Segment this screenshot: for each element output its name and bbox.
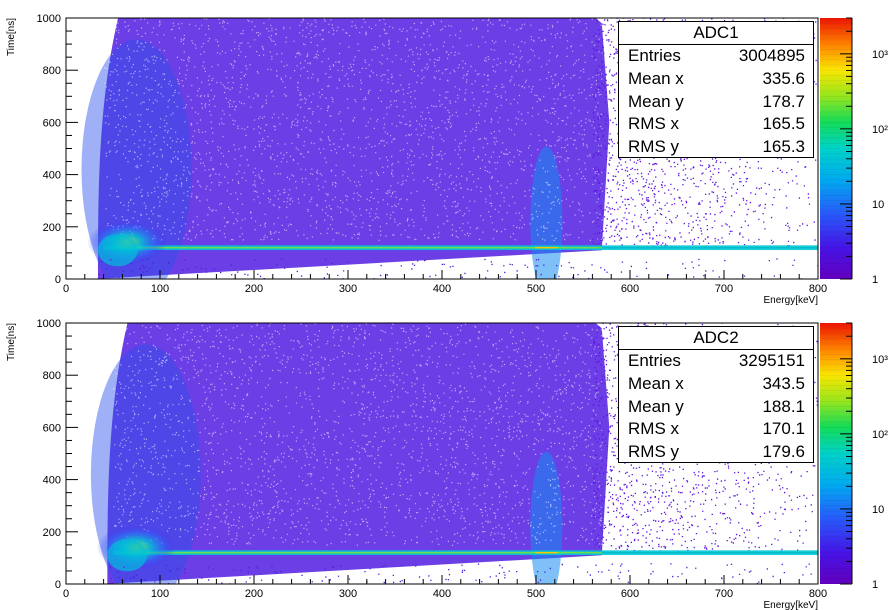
- colorbar-tick-label: 1: [872, 579, 878, 591]
- stats-box: ADC1 Entries 3004895 Mean x 335.6 Mean y 17…: [618, 21, 814, 158]
- stats-value: 188.1: [762, 396, 805, 416]
- x-tick-label: 200: [245, 283, 263, 295]
- stats-row-mean-x: Mean x 343.5: [619, 373, 813, 396]
- chart-svg-adc2: 0 100 200 300 400 500 600 700 800Energy[keV]0200…: [6, 318, 888, 610]
- y-axis: 0 200 400 600 800 1000: [37, 318, 78, 591]
- annihilation-peak: [535, 551, 558, 554]
- annihilation-peak: [535, 246, 558, 249]
- stats-value: 165.3: [762, 137, 805, 157]
- stats-value: 178.7: [762, 91, 805, 111]
- colorbar-tick-label: 10: [872, 199, 884, 211]
- heatmap-body: [90, 323, 818, 584]
- colorbar-tick-label: 1: [872, 274, 878, 286]
- colorbar-tick-label: 10²: [872, 124, 888, 136]
- stats-value: 335.6: [762, 68, 805, 88]
- y-tick-label: 600: [43, 422, 61, 434]
- stats-row-mean-x: Mean x 335.6: [619, 68, 813, 91]
- stats-label: RMS x: [628, 419, 679, 439]
- stats-box: ADC2 Entries 3295151 Mean x 343.5 Mean y 18…: [618, 326, 814, 463]
- x-tick-label: 300: [339, 283, 357, 295]
- prompt-band-core: [122, 551, 602, 554]
- colorbar-tick-label: 10: [872, 504, 884, 516]
- y-axis-title: Time[ns]: [6, 323, 17, 361]
- y-tick-label: 200: [43, 527, 61, 539]
- colorbar-tick-label: 10²: [872, 429, 888, 441]
- histogram-panel-adc2: 0 100 200 300 400 500 600 700 800 Energy[keV] 0 200…: [0, 305, 893, 610]
- y-tick-label: 200: [43, 222, 61, 234]
- heatmap-body: [81, 18, 818, 279]
- stats-label: RMS y: [628, 137, 679, 157]
- x-tick-label: 400: [433, 283, 451, 295]
- y-tick-label: 400: [43, 170, 61, 182]
- stats-label: Entries: [628, 351, 681, 370]
- peak-halo: [530, 451, 563, 584]
- x-tick-label: 100: [151, 588, 169, 600]
- x-axis-title: Energy[keV]: [764, 295, 819, 305]
- stats-row-entries: Entries 3295151: [619, 350, 813, 373]
- x-tick-label: 800: [809, 283, 827, 295]
- stats-title: ADC1: [619, 22, 813, 45]
- dense-region: [103, 323, 610, 584]
- stats-value: 3004895: [738, 46, 805, 65]
- stats-value: 179.6: [762, 442, 805, 462]
- x-tick-label: 600: [621, 588, 639, 600]
- stats-title: ADC2: [619, 327, 813, 350]
- stats-row-rms-x: RMS x 165.5: [619, 113, 813, 136]
- x-axis: 0 100 200 300 400 500 600 700 800: [63, 270, 827, 295]
- stats-row-rms-x: RMS x 170.1: [619, 418, 813, 441]
- y-axis: 0 200 400 600 800 1000: [37, 13, 78, 286]
- x-tick-label: 0: [63, 283, 69, 295]
- colorbar-tick-label: 10³: [872, 354, 888, 366]
- stats-row-entries: Entries 3004895: [619, 45, 813, 68]
- x-tick-label: 400: [433, 588, 451, 600]
- y-tick-label: 600: [43, 117, 61, 129]
- stats-value: 170.1: [762, 419, 805, 439]
- stats-value: 343.5: [762, 373, 805, 393]
- low-energy-halo: [81, 39, 192, 279]
- prompt-band-tail: [601, 246, 818, 249]
- y-tick-label: 1000: [37, 318, 61, 330]
- x-axis-title: Energy[keV]: [764, 600, 819, 610]
- x-axis: 0 100 200 300 400 500 600 700 800: [63, 575, 827, 600]
- y-tick-label: 1000: [37, 13, 61, 25]
- low-energy-blob-edge: [97, 234, 138, 267]
- colorbar-axis: 1 10 10² 10³: [840, 322, 888, 591]
- colorbar-axis: 1 10 10² 10³: [840, 17, 888, 286]
- x-tick-label: 500: [527, 283, 545, 295]
- x-tick-label: 0: [63, 588, 69, 600]
- x-tick-label: 100: [151, 283, 169, 295]
- y-tick-label: 800: [43, 65, 61, 77]
- x-tick-label: 800: [809, 588, 827, 600]
- histogram-panel-adc1: 0 100 200 300 400 500 600 700 800 Energy[keV] 0 200…: [6, 13, 888, 305]
- x-tick-label: 600: [621, 283, 639, 295]
- x-tick-label: 500: [527, 588, 545, 600]
- dense-region: [94, 18, 610, 279]
- prompt-band-core: [113, 246, 602, 249]
- y-tick-label: 0: [55, 274, 61, 286]
- x-tick-label: 700: [715, 588, 733, 600]
- low-energy-blob-edge: [107, 539, 148, 572]
- prompt-band-tail: [601, 551, 818, 554]
- stats-label: Mean x: [628, 68, 684, 88]
- stats-label: Mean y: [628, 396, 684, 416]
- stats-label: RMS y: [628, 442, 679, 462]
- stats-label: Mean x: [628, 373, 684, 393]
- y-tick-label: 0: [55, 579, 61, 591]
- y-tick-label: 800: [43, 370, 61, 382]
- stats-label: Mean y: [628, 91, 684, 111]
- stats-label: RMS x: [628, 114, 679, 134]
- x-tick-label: 300: [339, 588, 357, 600]
- stats-row-rms-y: RMS y 165.3: [619, 136, 813, 159]
- stats-value: 3295151: [738, 351, 805, 370]
- x-tick-label: 700: [715, 283, 733, 295]
- stats-row-mean-y: Mean y 178.7: [619, 91, 813, 114]
- colorbar-tick-label: 10³: [872, 49, 888, 61]
- stats-row-mean-y: Mean y 188.1: [619, 396, 813, 419]
- stats-value: 165.5: [762, 114, 805, 134]
- y-tick-label: 400: [43, 475, 61, 487]
- stats-label: Entries: [628, 46, 681, 65]
- stats-row-rms-y: RMS y 179.6: [619, 441, 813, 464]
- x-tick-label: 200: [245, 588, 263, 600]
- y-axis-title: Time[ns]: [6, 18, 17, 56]
